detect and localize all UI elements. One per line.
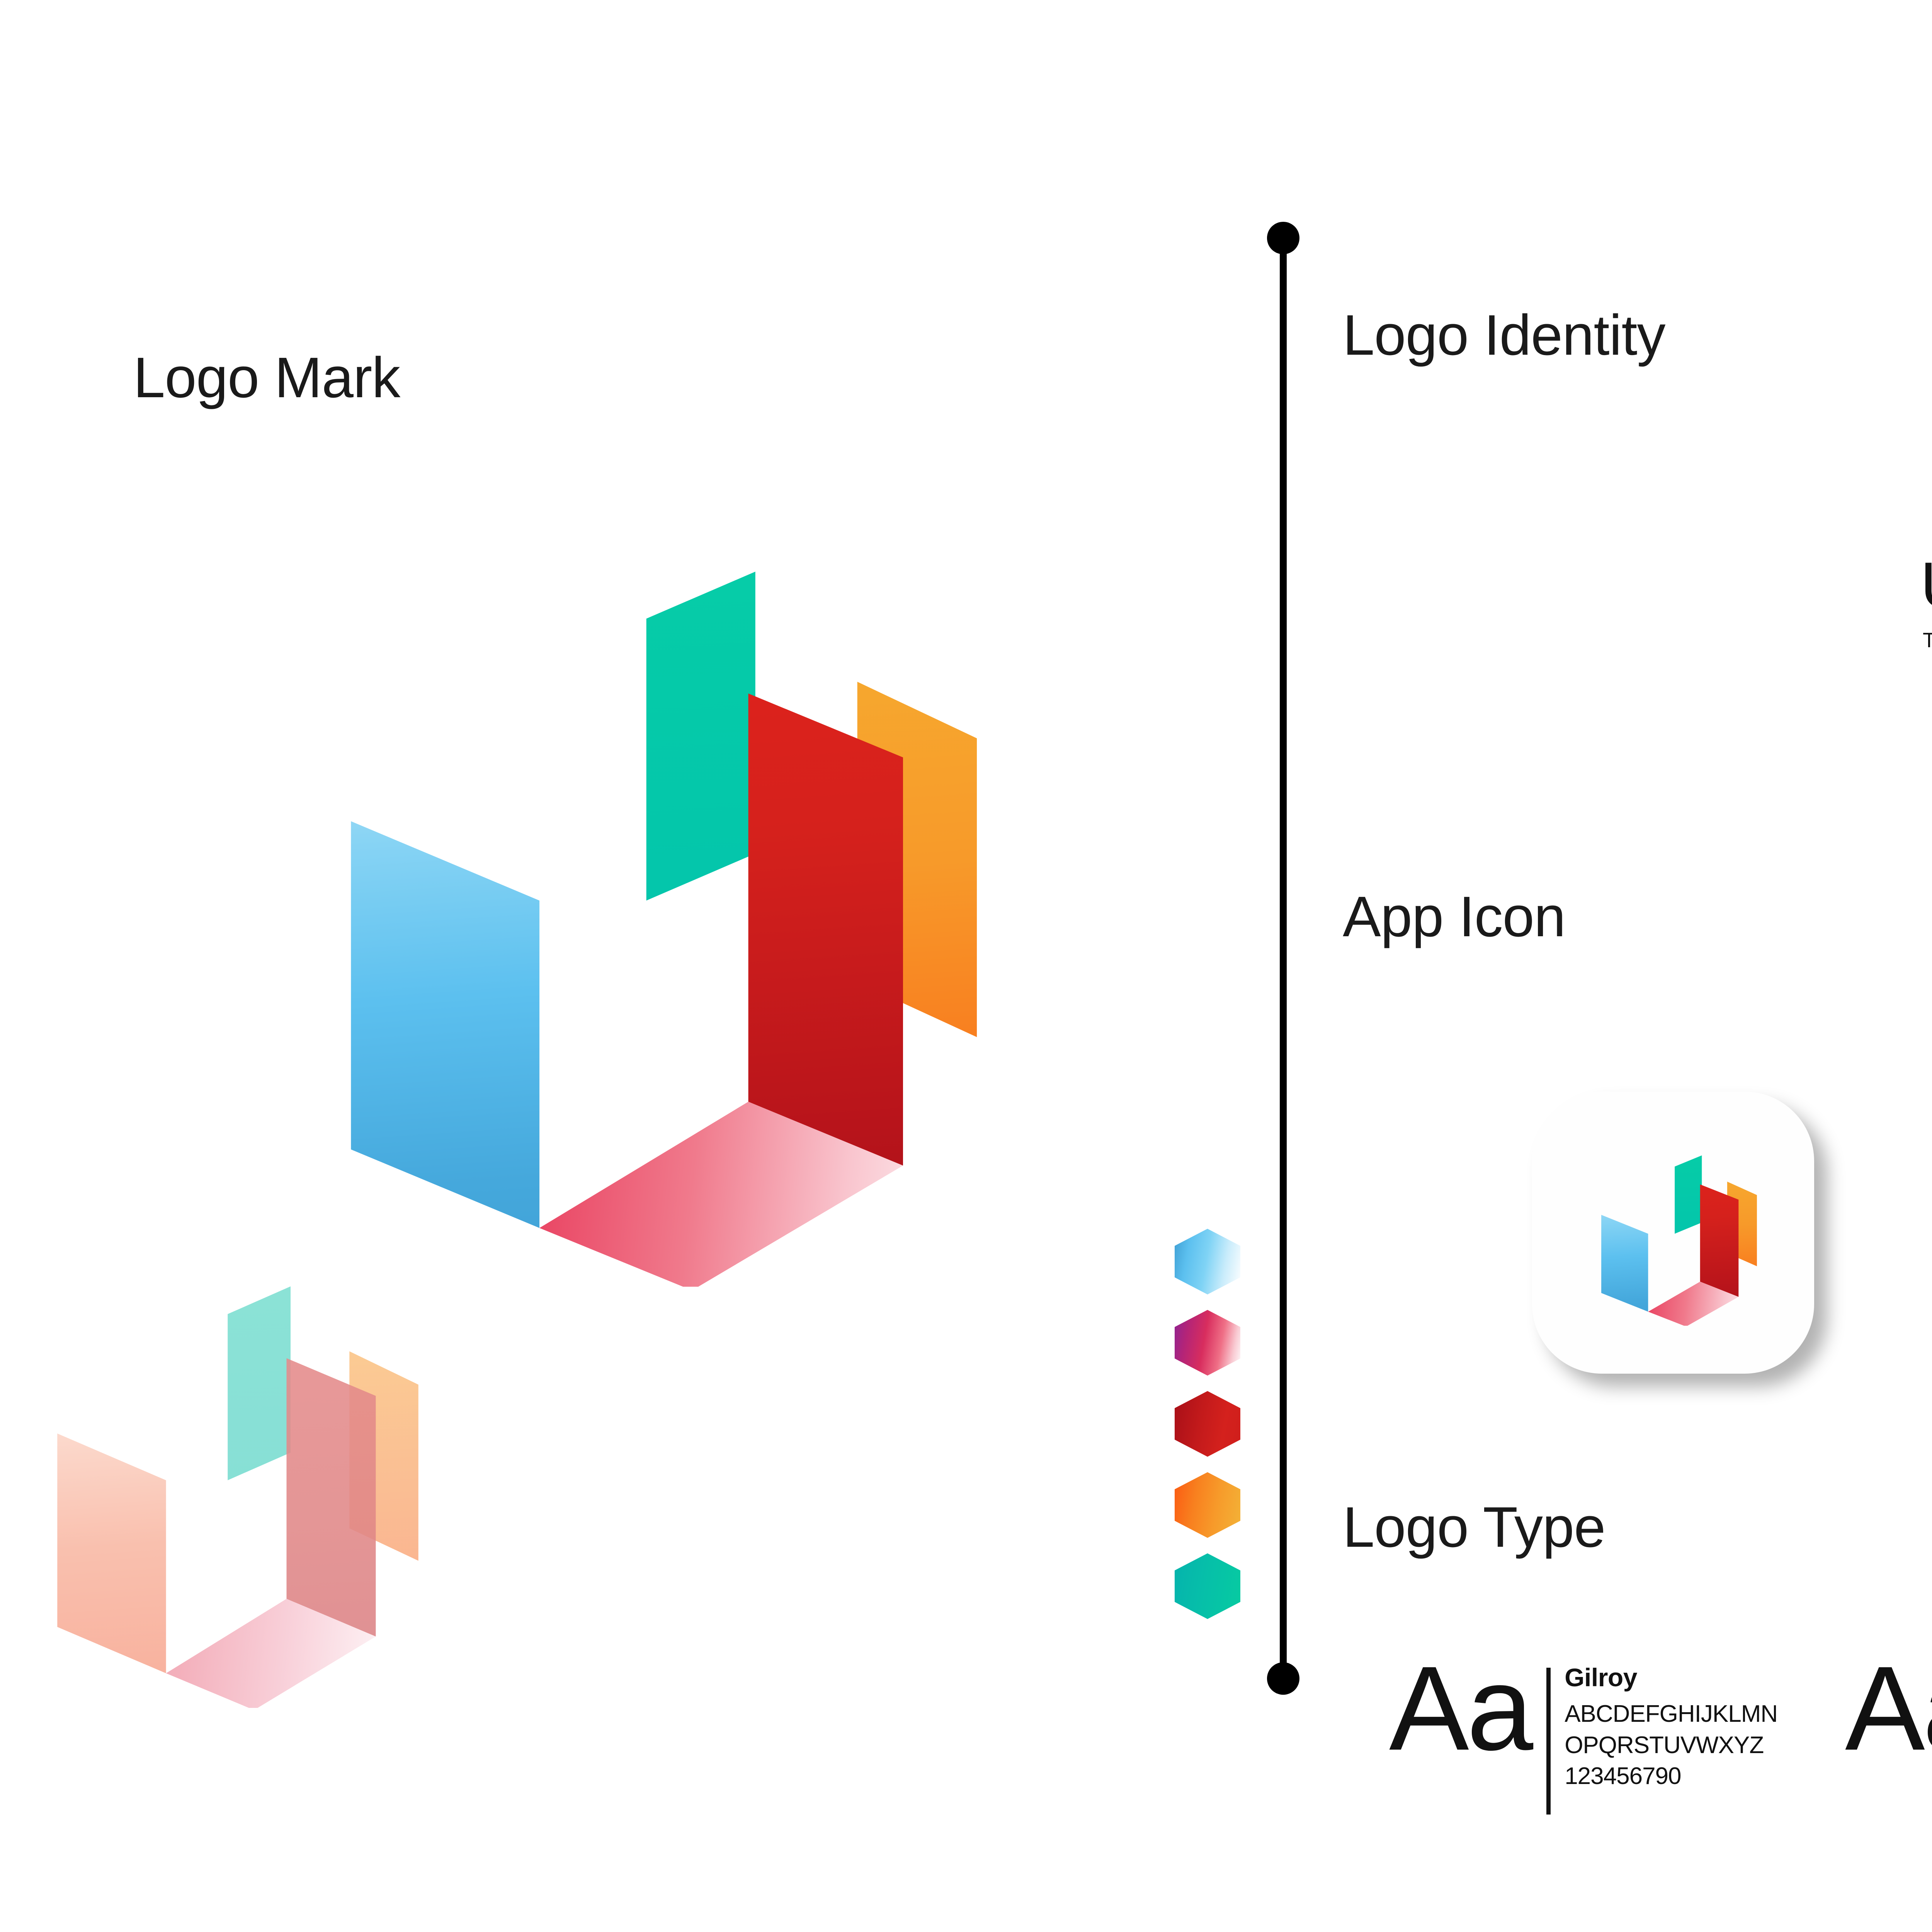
logo-panel-blue-appicon-light [1601,1214,1648,1312]
color-swatch-orange[interactable] [1175,1472,1240,1538]
section-divider-rail [1267,222,1299,1695]
type-specimen-aa-nexa: Aa [1845,1641,1932,1775]
color-swatch-teal[interactable] [1175,1553,1240,1619]
app-icon-light-mark [1590,1151,1765,1326]
color-palette [1175,1229,1240,1619]
logo-panel-red-decor-bl [286,1358,376,1637]
type-specimen-gilroy: Aa Gilroy ABCDEFGHIJKLMN OPQRSTUVWXYZ 12… [1389,1641,1778,1815]
color-swatch-pink-magenta[interactable] [1175,1310,1240,1376]
type-numerals-gilroy: 123456790 [1565,1763,1681,1790]
type-specimen-nexa-light: Aa Nexa Light ABCDEFGHIJKLMN OPQRSTUVWXY… [1845,1641,1932,1815]
app-icon-light[interactable] [1532,1092,1814,1374]
logo-panel-teal [646,571,755,901]
section-heading-logo-mark: Logo Mark [133,346,400,410]
wordmark-block: Uploadpoll The Quicker Picker Upper [1920,553,1932,651]
section-heading-logo-identity: Logo Identity [1343,303,1666,367]
logo-identity-lockup: Uploadpoll The Quicker Picker Upper [1673,390,1932,651]
rail-dot-top-icon [1267,222,1299,254]
type-divider-gilroy [1546,1668,1551,1815]
brand-wordmark: Uploadpoll [1920,553,1932,617]
type-info-gilroy: Gilroy ABCDEFGHIJKLMN OPQRSTUVWXYZ 12345… [1565,1662,1778,1792]
logo-panel-blue-decor-bl [57,1433,166,1673]
section-heading-app-icon: App Icon [1343,885,1566,949]
type-specimen-aa-gilroy: Aa [1389,1641,1533,1775]
type-uppercase-row2-gilroy: OPQRSTUVWXYZ [1565,1731,1764,1759]
type-name-gilroy: Gilroy [1565,1663,1637,1692]
section-heading-logo-type: Logo Type [1343,1495,1606,1559]
logo-panel-teal-appicon-light [1675,1155,1702,1234]
logo-panel-teal-decor-bl [228,1286,291,1480]
logo-panel-red [748,693,903,1166]
type-uppercase-row1-gilroy: ABCDEFGHIJKLMN [1565,1701,1778,1727]
logo-panel-red-appicon-light [1700,1184,1739,1297]
primary-logo-mark [305,553,1009,1287]
logo-panel-blue [351,821,540,1228]
brand-tagline: The Quicker Picker Upper [1920,630,1932,651]
rail-dot-bottom-icon [1267,1662,1299,1695]
decorative-logo-mark-bottom-left [31,1275,437,1708]
color-swatch-sky-blue[interactable] [1175,1229,1240,1294]
color-swatch-crimson-red[interactable] [1175,1391,1240,1457]
